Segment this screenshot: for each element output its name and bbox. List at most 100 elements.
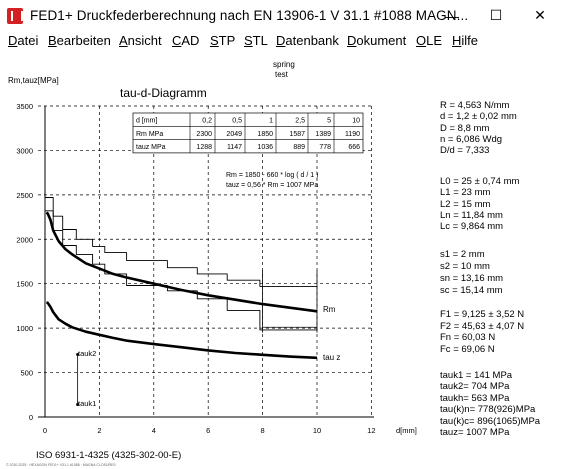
window-title: FED1+ Druckfederberechnung nach EN 13906…: [30, 8, 469, 23]
result-line: L0 = 25 ± 0,74 mm: [440, 176, 520, 187]
app-icon[interactable]: [7, 8, 23, 24]
drawing-area: spring test Rm,tauz[MPa] tau-d-Diagramm …: [0, 51, 562, 469]
y-tick-label: 2500: [16, 191, 33, 200]
menu-hilfe[interactable]: Hilfe: [452, 33, 479, 48]
table-cell: 1: [269, 118, 273, 125]
spec-text: ISO 6931-1-4325 (4325-302-00-E): [36, 450, 182, 461]
table-cell: 1147: [227, 144, 242, 151]
menu-stl[interactable]: STL: [244, 33, 268, 48]
table-cell: 1850: [257, 131, 273, 138]
x-tick-label: 6: [206, 426, 210, 435]
table-cell: tauz MPa: [136, 144, 166, 151]
table-cell: 1036: [257, 144, 273, 151]
x-tick-label: 10: [313, 426, 321, 435]
result-line: D/d = 7,333: [440, 145, 490, 157]
result-line: F1 = 9,125 ± 3,52 N: [440, 309, 525, 320]
tick-labels: 0 500 1000 1500 2000 2500 3000 3500 0 2 4 6 8 10 12: [16, 102, 375, 435]
menu-bearbeiten[interactable]: Bearbeiten: [48, 33, 111, 48]
table-cell: 2049: [226, 131, 242, 138]
result-line: tau(k)n= 778(926)MPa: [440, 404, 536, 416]
result-line: R = 4,563 N/mm: [440, 100, 510, 111]
maximize-button[interactable]: ☐: [489, 7, 503, 23]
table-cell: 1587: [289, 131, 305, 138]
menu-datei[interactable]: Datei: [8, 33, 39, 48]
menu-ansicht[interactable]: Ansicht: [119, 33, 162, 48]
header-line1: spring: [273, 60, 295, 69]
marker-tauk1: [76, 402, 80, 406]
x-tick-label: 0: [43, 426, 47, 435]
result-line: L2 = 15 mm: [440, 198, 491, 210]
minimize-button[interactable]: —: [445, 7, 459, 24]
table-cell: Rm MPa: [136, 131, 163, 138]
table-cell: 1190: [345, 131, 360, 138]
result-line: F2 = 45,63 ± 4,07 N: [440, 320, 525, 332]
grid: [38, 105, 374, 418]
table-cell: 2,5: [295, 118, 305, 125]
value-table: d [mm] 0,2 0,5 1 2,5 5 10 Rm MPa 2300 2049 1850 158…: [132, 112, 364, 154]
y-tick-label: 1000: [16, 324, 33, 333]
markers: [76, 352, 80, 406]
series-line-rm: [45, 211, 318, 313]
result-line: s1 = 2 mm: [440, 249, 485, 260]
y-tick-label: 1500: [16, 280, 33, 289]
table-cell: 778: [319, 144, 331, 151]
result-line: D = 8,8 mm: [440, 122, 490, 134]
x-tick-label: 2: [97, 426, 101, 435]
result-line: Fn = 60,03 N: [440, 332, 496, 344]
result-line: L1 = 23 mm: [440, 187, 491, 199]
table-cell: 2300: [196, 131, 212, 138]
result-line: Fc = 69,06 N: [440, 343, 495, 355]
tauz-curve-label: tau z: [323, 353, 340, 362]
y-axis-label: Rm,tauz[MPa]: [8, 76, 59, 85]
result-line: taukh= 563 MPa: [440, 392, 510, 404]
y-tick-label: 3000: [16, 146, 33, 155]
series-line-rm-upper-step: [45, 197, 317, 287]
x-axis-label: d[mm]: [396, 426, 417, 435]
series-line-rm-lower-step: [45, 210, 317, 331]
result-line: tauz= 1007 MPa: [440, 427, 510, 438]
result-line: tauk1 = 141 MPa: [440, 370, 513, 381]
table-cell: 0,2: [202, 118, 212, 125]
result-line: Ln = 11,84 mm: [440, 209, 503, 221]
menu-bar: Datei Bearbeiten Ansicht CAD STP STL Dat…: [0, 31, 562, 51]
menu-datenbank[interactable]: Datenbank: [276, 33, 339, 48]
rm-curve-label: Rm: [323, 305, 336, 314]
y-tick-label: 500: [20, 369, 33, 378]
x-tick-label: 4: [152, 426, 156, 435]
menu-ole[interactable]: OLE: [416, 33, 443, 48]
table-cell: 889: [293, 144, 305, 151]
title-bar: FED1+ Druckfederberechnung nach EN 13906…: [0, 0, 562, 31]
result-line: s2 = 10 mm: [440, 261, 490, 272]
result-line: d = 1,2 ± 0,02 mm: [440, 111, 517, 123]
menu-cad[interactable]: CAD: [172, 33, 200, 48]
table-cell: 5: [327, 118, 331, 125]
table-cell: 1389: [315, 131, 331, 138]
series-group: [45, 197, 318, 360]
header-line2: test: [275, 70, 289, 79]
table-cell: 10: [352, 118, 360, 125]
table-cell: d [mm]: [136, 118, 157, 125]
result-line: tau(k)c= 896(1065)MPa: [440, 415, 541, 427]
y-tick-label: 3500: [16, 102, 33, 111]
tauk1-label: tauk1: [78, 399, 96, 408]
result-line: tauk2= 704 MPa: [440, 381, 510, 393]
formula-rm: Rm = 1850 - 660 * log ( d / 1 ): [226, 172, 318, 179]
table-cell: 1288: [196, 144, 212, 151]
result-line: sc = 15,14 mm: [440, 285, 503, 296]
table-frame: [132, 112, 364, 154]
series-line-tau-z: [46, 301, 318, 360]
menu-dokument[interactable]: Dokument: [347, 33, 407, 48]
x-tick-label: 8: [261, 426, 265, 435]
result-line: n = 6,086 Wdg: [440, 133, 503, 145]
menu-stp[interactable]: STP: [210, 33, 236, 48]
footer-small-text: © 2020-2025 · HEXAGON FED1+ V31.1 #1088 …: [6, 463, 116, 467]
tauk2-label: tauk2: [78, 349, 96, 358]
close-button[interactable]: ✕: [534, 7, 546, 23]
table-cell: 666: [348, 144, 360, 151]
y-tick-label: 0: [29, 413, 33, 422]
y-tick-label: 2000: [16, 235, 33, 244]
table-cell: 0,5: [232, 118, 242, 125]
tau-d-chart: spring test Rm,tauz[MPa] tau-d-Diagramm …: [8, 60, 417, 435]
result-line: sn = 13,16 mm: [440, 273, 504, 284]
chart-title: tau-d-Diagramm: [120, 86, 207, 100]
